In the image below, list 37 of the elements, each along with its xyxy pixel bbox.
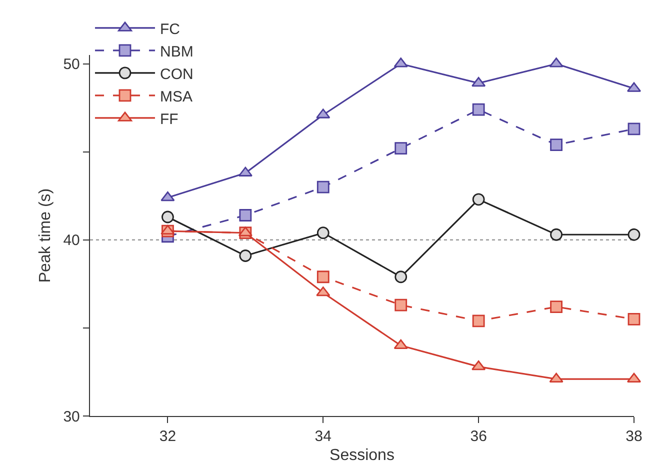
x-axis-title: Sessions [330,446,394,464]
point [162,210,174,224]
x-tick-label: 32 [159,428,176,446]
legend-label: NBM [160,43,194,60]
point [394,142,408,155]
point [394,339,408,350]
point [550,300,562,314]
x-tick-label: 36 [470,428,487,446]
y-tick-label: 30 [63,408,80,426]
point [628,122,640,136]
point [628,228,640,241]
point [472,76,486,87]
legend-label: FF [160,110,178,128]
point [550,228,562,241]
point [394,270,408,284]
point [472,314,485,328]
point [316,180,330,194]
point [472,193,485,206]
legend-label: FC [160,20,180,38]
point [160,191,175,202]
x-tick-label: 38 [626,428,642,446]
point [472,360,486,370]
y-tick-label: 50 [63,56,80,74]
y-axis-title: Peak time (s) [37,188,54,283]
point [550,138,562,152]
y-tick-label: 40 [63,232,80,250]
point [160,224,175,235]
point [239,250,252,262]
legend-label: MSA [160,88,193,106]
point [316,270,330,284]
point [316,226,330,240]
x-tick-label: 34 [314,428,332,446]
point [239,209,252,222]
point [628,312,640,326]
point [472,103,485,116]
point [394,298,408,312]
legend-label: CON [160,66,194,83]
